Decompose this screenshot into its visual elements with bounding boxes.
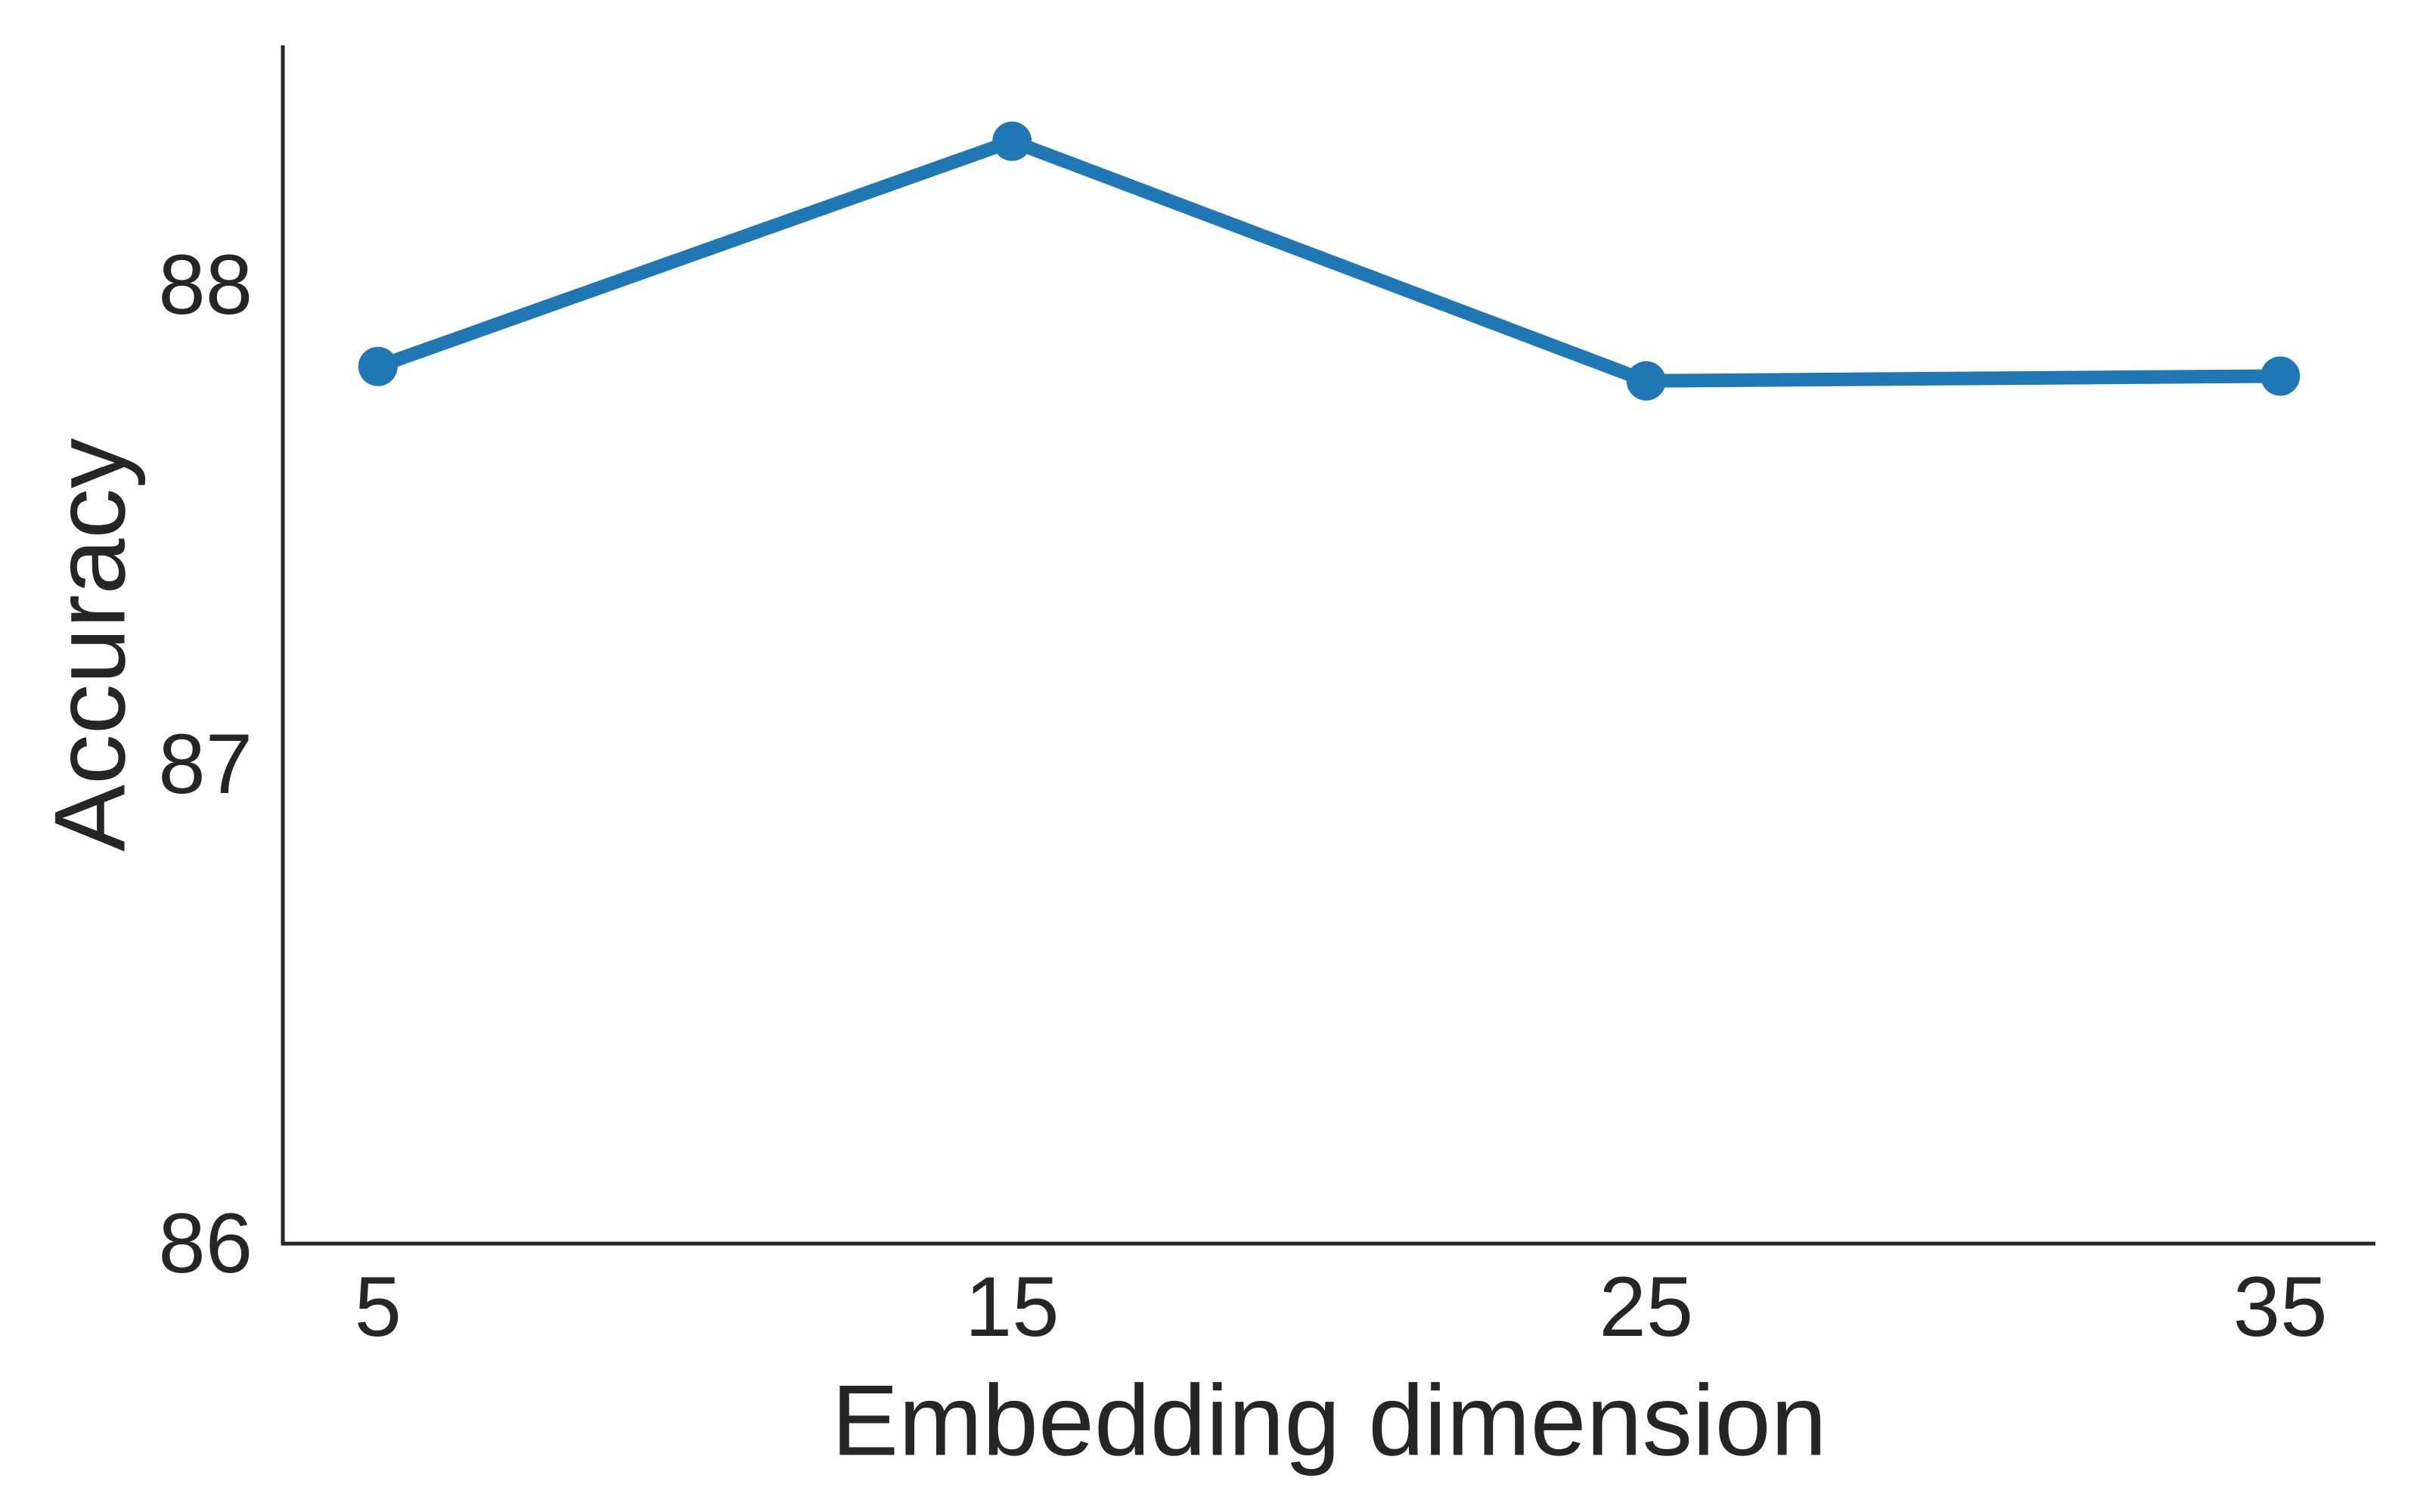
data-point-marker — [2260, 356, 2301, 396]
x-tick-label: 15 — [964, 1259, 1060, 1354]
y-tick-label: 88 — [158, 237, 253, 332]
x-axis-label: Embedding dimension — [831, 1365, 1827, 1477]
x-tick-label: 25 — [1599, 1259, 1694, 1354]
data-point-marker — [992, 121, 1032, 161]
y-axis-label: Accuracy — [34, 438, 147, 851]
y-tick-label: 86 — [158, 1196, 253, 1290]
x-tick-label: 35 — [2232, 1259, 2328, 1354]
data-line — [371, 134, 2288, 388]
data-point-marker — [1626, 361, 1666, 401]
data-point-marker — [358, 346, 398, 386]
y-tick-label: 87 — [158, 717, 253, 811]
x-tick-label: 5 — [354, 1259, 402, 1354]
